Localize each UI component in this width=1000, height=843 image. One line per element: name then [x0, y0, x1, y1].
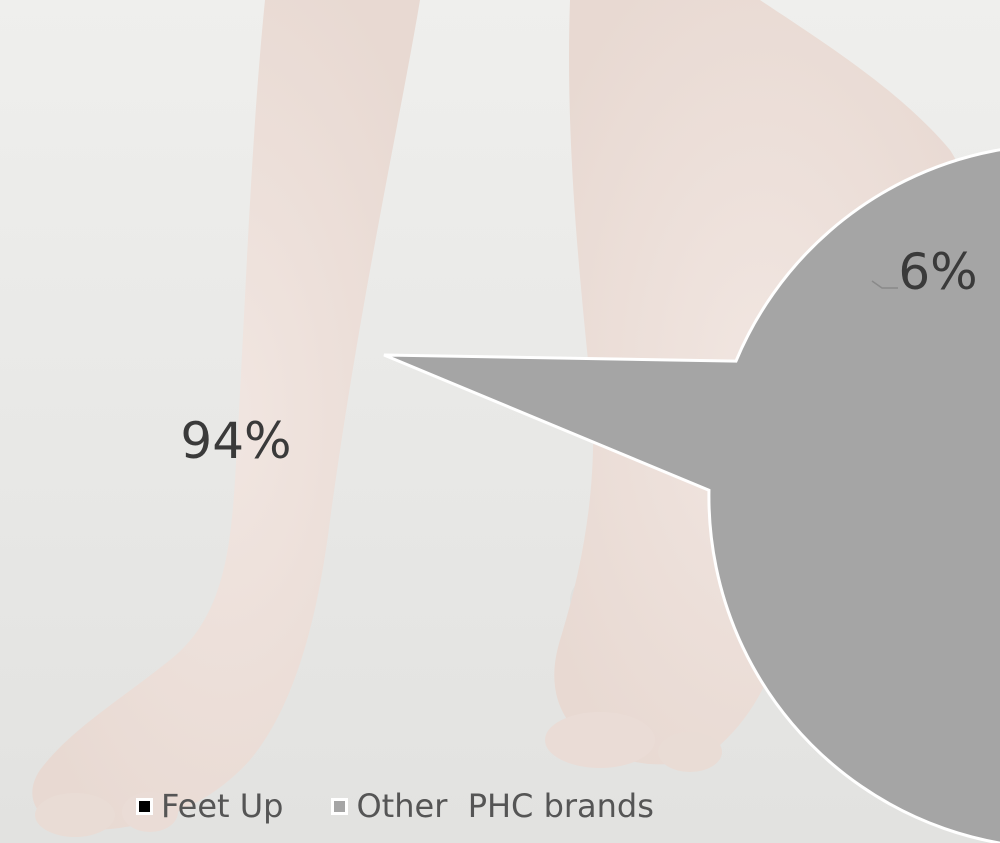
legend-swatch-feet-up [136, 797, 153, 815]
chart-legend: Feet Up Other PHC brands [136, 786, 654, 826]
legend-item-feet-up: Feet Up [136, 787, 283, 825]
leader-line [871, 280, 898, 289]
legend-item-other-phc-brands: Other PHC brands [331, 787, 654, 825]
data-label-feet-up: 6% [898, 243, 977, 301]
legend-swatch-other-phc-brands [331, 797, 349, 815]
data-label-other-phc-brands: 94% [180, 412, 291, 470]
legend-label-other-phc-brands: Other PHC brands [356, 787, 654, 825]
pie-slice-other-phc-brands [383, 148, 1000, 843]
legend-label-feet-up: Feet Up [161, 787, 284, 825]
